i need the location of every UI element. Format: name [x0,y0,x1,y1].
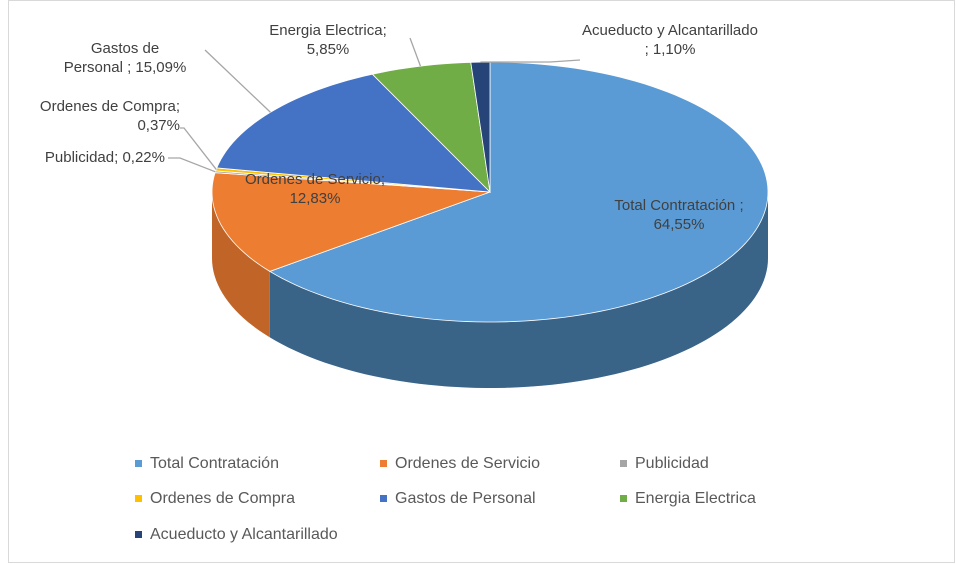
legend-marker [380,460,387,467]
data-label-text: Gastos de Personal ; 15,09% [63,40,187,76]
leader-line [409,37,422,67]
data-label-text: Acueducto y Alcantarillado ; 1,10% [582,22,758,58]
data-label: Total Contratación ; 64,55% [614,197,744,233]
leader-line [168,157,216,173]
data-label: Acueducto y Alcantarillado ; 1,10% [582,22,758,58]
pie-side [269,192,768,388]
legend-marker [620,460,627,467]
data-label-text: Publicidad; 0,22% [44,149,165,166]
data-label: Publicidad; 0,22% [44,149,165,166]
legend-label: Energia Electrica [635,490,756,507]
legend-marker [135,460,142,467]
legend-label: Gastos de Personal [395,490,536,507]
pie-slice [216,73,492,193]
data-label: Gastos de Personal ; 15,09% [63,40,187,76]
legend-marker [135,531,142,538]
legend-marker [620,495,627,502]
data-label-text: Ordenes de Servicio; 12,83% [244,171,386,207]
leader-line [480,59,581,63]
pie-slice [268,61,769,323]
legend-marker [380,495,387,502]
pie-slice [211,172,491,272]
legend-label: Total Contratación [150,455,279,472]
data-label: Ordenes de Servicio; 12,83% [244,171,386,207]
legend-marker [135,495,142,502]
legend-label: Acueducto y Alcantarillado [150,526,338,543]
data-label: Ordenes de Compra; 0,37% [39,98,180,134]
pie-side [212,192,270,338]
data-label-text: Ordenes de Compra; 0,37% [39,98,180,134]
legend-label: Ordenes de Servicio [395,455,540,472]
data-label-text: Total Contratación ; 64,55% [614,197,744,233]
pie-side-shade [212,192,270,338]
pie-tops [211,61,769,323]
pie-sides [212,192,768,388]
data-label-text: Energia Electrica; 5,85% [269,22,387,58]
legend-label: Ordenes de Compra [150,490,295,507]
legend-label: Publicidad [635,455,709,472]
pie-side-shade [269,192,768,388]
leader-line [180,127,217,170]
data-label: Energia Electrica; 5,85% [269,22,387,58]
pie-slice [371,61,491,194]
leader-line [204,49,271,113]
